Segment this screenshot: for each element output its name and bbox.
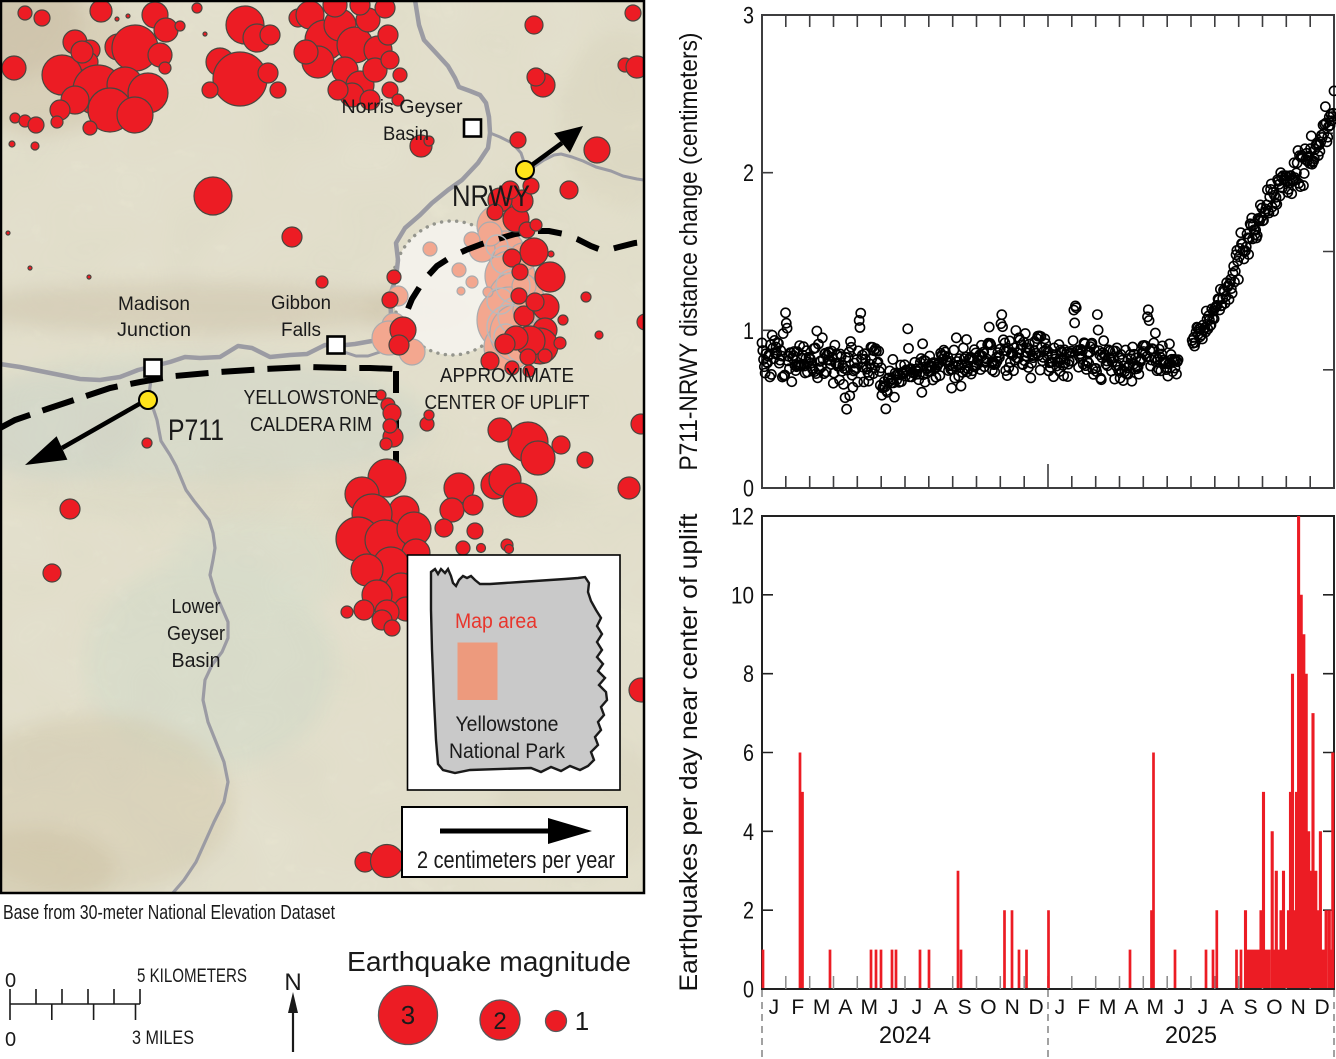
svg-text:M: M [860, 996, 878, 1019]
svg-text:Lower: Lower [172, 596, 221, 618]
svg-text:2024: 2024 [879, 1022, 931, 1049]
svg-text:1: 1 [743, 318, 754, 345]
svg-text:8: 8 [743, 661, 754, 688]
svg-text:Yellowstone: Yellowstone [456, 713, 559, 736]
svg-text:J: J [1055, 996, 1066, 1019]
svg-text:2: 2 [743, 898, 754, 925]
svg-text:2 centimeters per year: 2 centimeters per year [417, 847, 615, 874]
svg-text:10: 10 [731, 582, 754, 609]
svg-text:F: F [1077, 996, 1090, 1019]
svg-text:S: S [1244, 996, 1258, 1019]
svg-text:A: A [838, 996, 852, 1019]
svg-text:N: N [1291, 996, 1306, 1019]
svg-text:12: 12 [731, 504, 754, 531]
svg-text:F: F [791, 996, 804, 1019]
svg-text:3 MILES: 3 MILES [132, 1028, 194, 1049]
svg-text:Falls: Falls [281, 320, 321, 341]
svg-text:S: S [958, 996, 972, 1019]
svg-text:Geyser: Geyser [167, 623, 225, 645]
svg-text:CENTER OF UPLIFT: CENTER OF UPLIFT [425, 392, 590, 414]
svg-text:J: J [769, 996, 780, 1019]
svg-text:0: 0 [5, 1029, 16, 1051]
svg-text:Basin: Basin [172, 650, 221, 672]
svg-text:0: 0 [5, 970, 16, 992]
svg-text:Madison: Madison [118, 294, 190, 315]
svg-text:2: 2 [493, 1008, 506, 1035]
svg-text:Earthquakes per day near cente: Earthquakes per day near center of uplif… [675, 513, 703, 991]
svg-text:NRWY: NRWY [452, 180, 530, 213]
svg-text:M: M [813, 996, 831, 1019]
svg-text:N: N [284, 969, 301, 996]
svg-text:J: J [1198, 996, 1209, 1019]
svg-text:Earthquake magnitude: Earthquake magnitude [347, 946, 631, 977]
svg-text:0: 0 [743, 977, 754, 1004]
svg-text:D: D [1315, 996, 1330, 1019]
svg-text:Base from 30-meter National El: Base from 30-meter National Elevation Da… [3, 902, 335, 924]
svg-text:P711-NRWY distance change (cen: P711-NRWY distance change (centimeters) [675, 33, 703, 471]
svg-text:A: A [1220, 996, 1234, 1019]
svg-text:National Park: National Park [449, 740, 565, 763]
svg-text:2: 2 [743, 160, 754, 187]
svg-text:5 KILOMETERS: 5 KILOMETERS [137, 966, 247, 987]
svg-text:APPROXIMATE: APPROXIMATE [440, 365, 574, 387]
svg-text:Map area: Map area [455, 610, 537, 633]
svg-text:3: 3 [743, 3, 754, 30]
svg-text:2025: 2025 [1165, 1022, 1217, 1049]
svg-text:N: N [1005, 996, 1020, 1019]
svg-text:YELLOWSTONE: YELLOWSTONE [244, 387, 379, 409]
svg-text:D: D [1029, 996, 1044, 1019]
svg-text:CALDERA RIM: CALDERA RIM [250, 414, 372, 436]
svg-text:Junction: Junction [117, 320, 191, 341]
svg-text:J: J [888, 996, 899, 1019]
svg-text:4: 4 [743, 819, 754, 846]
svg-text:A: A [934, 996, 948, 1019]
svg-text:Norris Geyser: Norris Geyser [342, 97, 464, 118]
svg-text:3: 3 [401, 1000, 415, 1030]
svg-text:Gibbon: Gibbon [271, 293, 331, 314]
svg-text:M: M [1146, 996, 1164, 1019]
svg-text:Basin: Basin [383, 124, 429, 145]
svg-text:0: 0 [743, 476, 754, 503]
svg-text:J: J [1174, 996, 1185, 1019]
svg-text:P711: P711 [168, 414, 224, 447]
svg-text:M: M [1099, 996, 1117, 1019]
svg-text:1: 1 [575, 1006, 589, 1036]
svg-text:6: 6 [743, 740, 754, 767]
svg-text:O: O [980, 996, 996, 1019]
svg-text:A: A [1124, 996, 1138, 1019]
svg-text:J: J [912, 996, 923, 1019]
svg-text:O: O [1266, 996, 1282, 1019]
